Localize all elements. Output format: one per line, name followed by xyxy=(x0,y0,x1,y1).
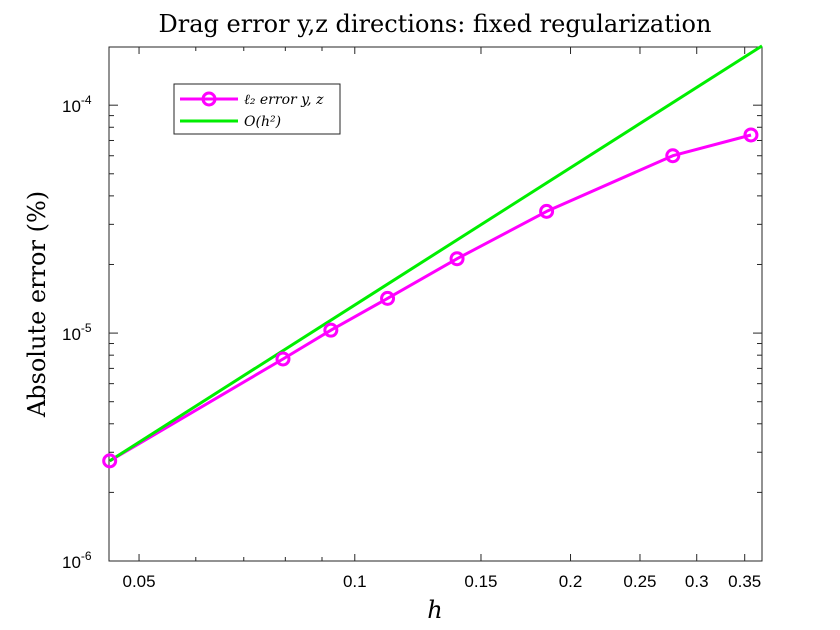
legend-label-o-h2: O(h²) xyxy=(244,114,281,130)
x-tick-label: 0.3 xyxy=(685,572,709,591)
data-point-l2-error xyxy=(665,148,681,164)
y-tick-label: 10-4 xyxy=(62,93,92,116)
data-point-l2-error xyxy=(539,203,555,219)
y-axis-label: Absolute error (%) xyxy=(23,191,51,418)
data-point-l2-error xyxy=(449,251,465,267)
x-axis-label: h xyxy=(427,596,442,624)
series-layer xyxy=(102,44,763,469)
x-tick-label: 0.35 xyxy=(728,572,761,591)
x-tick-label: 0.15 xyxy=(464,572,497,591)
y-tick-label: 10-6 xyxy=(62,549,92,572)
data-point-l2-error xyxy=(380,290,396,306)
axis-ticks: 0.05 0.1 0.15 0.2 0.25 0.3 0.35 10-6 10-5 10-4 xyxy=(62,47,762,591)
legend-label-l2-error: ℓ₂ error y, z xyxy=(244,92,324,108)
data-point-l2-error xyxy=(323,322,339,338)
legend-marker-l2-error xyxy=(201,91,217,107)
legend: ℓ₂ error y, z O(h²) xyxy=(173,83,341,135)
series-line-o-h2 xyxy=(108,44,763,463)
chart-title: Drag error y,z directions: fixed regular… xyxy=(159,10,712,38)
x-tick-label: 0.05 xyxy=(122,572,155,591)
series-line-l2-error xyxy=(108,133,752,463)
data-point-l2-error xyxy=(275,351,291,367)
data-point-l2-error xyxy=(102,453,118,469)
x-tick-label: 0.2 xyxy=(559,572,583,591)
x-tick-label: 0.1 xyxy=(343,572,367,591)
x-tick-label: 0.25 xyxy=(623,572,656,591)
data-point-l2-error xyxy=(743,127,759,143)
y-tick-label: 10-5 xyxy=(62,321,92,344)
legend-box xyxy=(173,83,341,135)
